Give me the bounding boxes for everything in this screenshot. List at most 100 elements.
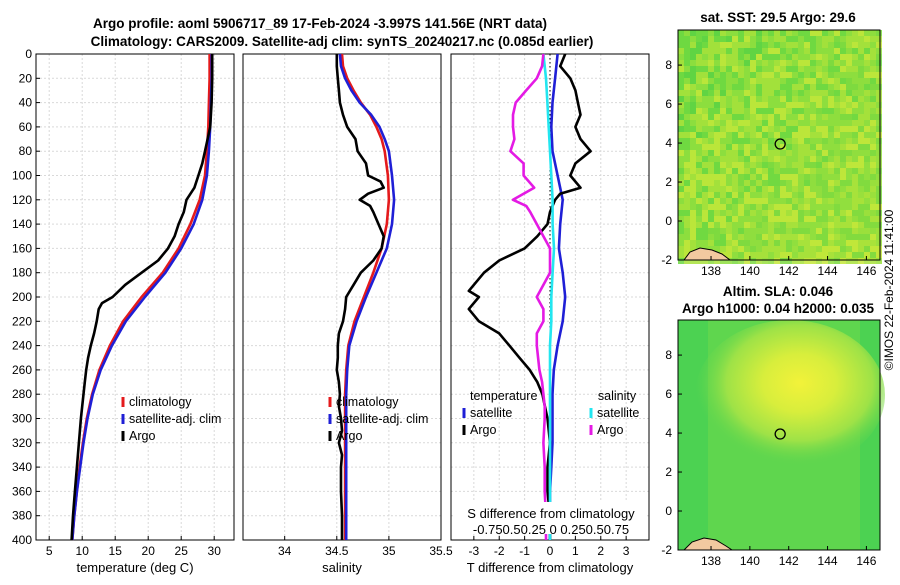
sst-cell	[768, 114, 774, 120]
sst-cell	[732, 66, 738, 72]
map-y-tick-label: 4	[665, 136, 672, 150]
sst-cell	[744, 36, 750, 42]
sst-cell	[720, 96, 726, 102]
sst-cell	[810, 228, 816, 234]
sst-cell	[678, 132, 684, 138]
sst-cell	[756, 252, 762, 258]
sst-cell	[756, 150, 762, 156]
sst-cell	[684, 216, 690, 222]
sst-cell	[846, 186, 852, 192]
sst-cell	[876, 60, 882, 66]
sst-cell	[822, 144, 828, 150]
sst-cell	[798, 42, 804, 48]
sst-cell	[876, 114, 882, 120]
sst-cell	[720, 108, 726, 114]
sst-cell	[876, 48, 882, 54]
sst-cell	[822, 30, 828, 36]
sst-cell	[684, 114, 690, 120]
sst-cell	[840, 114, 846, 120]
sst-cell	[684, 90, 690, 96]
sst-cell	[762, 192, 768, 198]
sst-cell	[810, 126, 816, 132]
sst-cell	[690, 90, 696, 96]
sst-cell	[768, 168, 774, 174]
sst-cell	[768, 216, 774, 222]
sst-cell	[726, 258, 732, 264]
series-line-argo	[70, 54, 214, 541]
sst-cell	[684, 180, 690, 186]
sst-cell	[840, 108, 846, 114]
sst-cell	[702, 186, 708, 192]
sst-cell	[858, 204, 864, 210]
sst-cell	[828, 126, 834, 132]
legend-label: climatology	[129, 395, 192, 409]
sst-cell	[750, 240, 756, 246]
sst-cell	[732, 84, 738, 90]
sst-cell	[774, 246, 780, 252]
sst-cell	[732, 180, 738, 186]
sst-cell	[810, 42, 816, 48]
sst-cell	[738, 30, 744, 36]
sst-cell	[876, 174, 882, 180]
sst-cell	[750, 138, 756, 144]
sst-cell	[708, 120, 714, 126]
sst-cell	[822, 138, 828, 144]
sst-cell	[732, 102, 738, 108]
sst-cell	[738, 42, 744, 48]
sst-cell	[834, 60, 840, 66]
sst-cell	[804, 222, 810, 228]
sst-cell	[792, 48, 798, 54]
sst-cell	[792, 186, 798, 192]
sst-cell	[786, 138, 792, 144]
sst-cell	[828, 246, 834, 252]
sst-map-title: sat. SST: 29.5 Argo: 29.6	[700, 10, 856, 25]
sst-cell	[846, 96, 852, 102]
sst-cell	[834, 126, 840, 132]
sst-cell	[840, 216, 846, 222]
sst-cell	[828, 168, 834, 174]
sst-cell	[828, 108, 834, 114]
sst-cell	[798, 168, 804, 174]
sst-cell	[780, 120, 786, 126]
sst-cell	[774, 48, 780, 54]
sst-cell	[786, 48, 792, 54]
sst-cell	[750, 132, 756, 138]
sst-cell	[738, 234, 744, 240]
sst-cell	[768, 210, 774, 216]
sst-cell	[684, 174, 690, 180]
sst-cell	[732, 72, 738, 78]
sst-cell	[708, 144, 714, 150]
sst-cell	[702, 54, 708, 60]
sst-cell	[750, 54, 756, 60]
sst-cell	[726, 156, 732, 162]
sst-cell	[786, 96, 792, 102]
x-axis-label: T difference from climatology	[467, 560, 634, 575]
sst-cell	[852, 180, 858, 186]
sst-cell	[696, 30, 702, 36]
sst-cell	[864, 48, 870, 54]
sst-cell	[714, 204, 720, 210]
sst-cell	[756, 204, 762, 210]
sst-cell	[834, 192, 840, 198]
sst-cell	[708, 90, 714, 96]
sst-cell	[804, 156, 810, 162]
sst-cell	[738, 252, 744, 258]
sst-cell	[756, 66, 762, 72]
sst-cell	[696, 240, 702, 246]
y-tick-label: 320	[12, 436, 32, 450]
sst-cell	[690, 234, 696, 240]
y-tick-label: 220	[12, 314, 32, 328]
sst-cell	[750, 252, 756, 258]
sst-cell	[756, 120, 762, 126]
sst-cell	[798, 96, 804, 102]
sst-cell	[756, 258, 762, 264]
sst-cell	[846, 234, 852, 240]
sst-cell	[816, 192, 822, 198]
sst-cell	[732, 60, 738, 66]
y-tick-label: 380	[12, 509, 32, 523]
sst-cell	[762, 120, 768, 126]
sst-cell	[690, 66, 696, 72]
y-tick-label: 340	[12, 460, 32, 474]
sst-cell	[714, 186, 720, 192]
sst-cell	[762, 168, 768, 174]
